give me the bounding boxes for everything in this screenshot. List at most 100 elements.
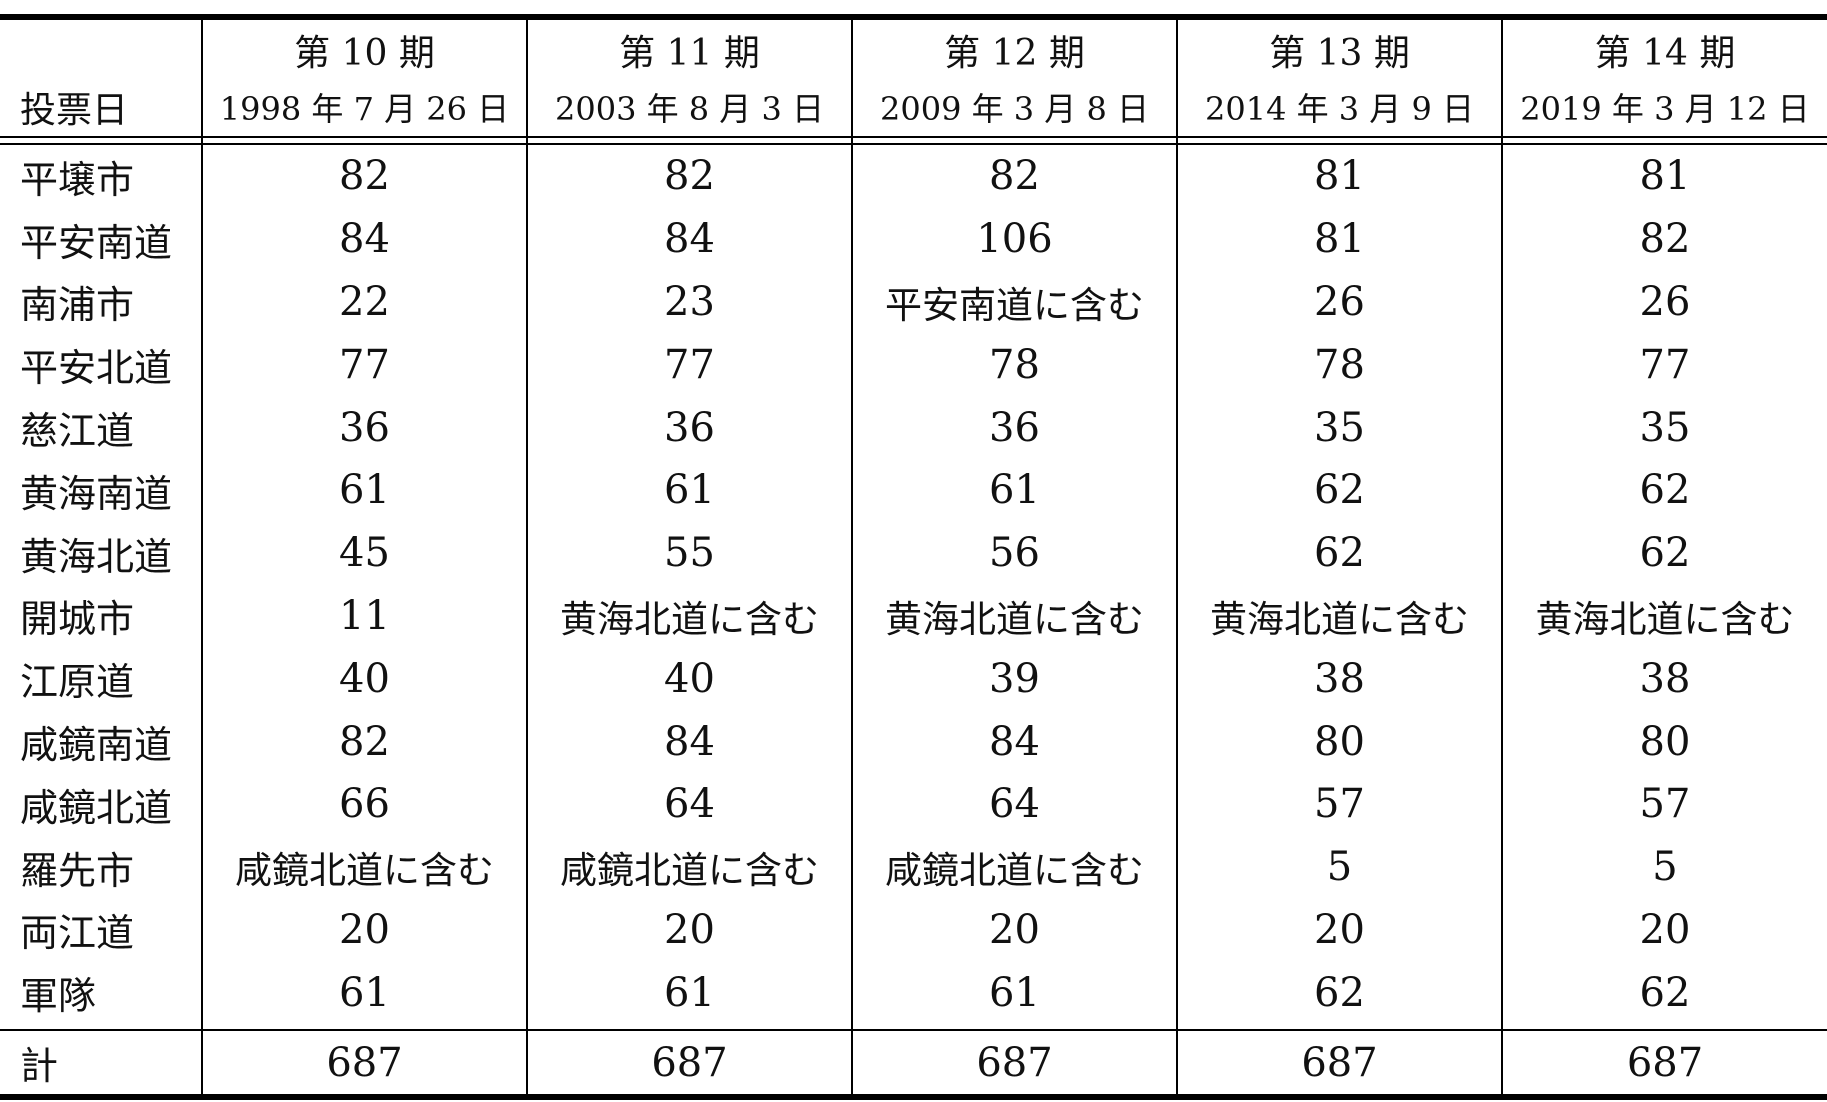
region-name: 平安北道	[20, 346, 173, 391]
seat-count-cell: 35	[1501, 396, 1827, 459]
seat-count-cell: 80	[1501, 710, 1827, 773]
total-cell: 687	[1176, 1030, 1502, 1098]
seat-count-cell: 26	[1501, 270, 1827, 334]
seat-count-cell: 84	[201, 207, 527, 271]
header-rule	[0, 137, 1827, 145]
region-name: 咸鏡北道	[20, 785, 173, 830]
seat-count-cell: 20	[526, 898, 852, 962]
seat-count-cell: 40	[201, 647, 527, 711]
table-row: 黄海南道 61 61 61 62 62	[0, 458, 1827, 522]
seat-count-cell: 咸鏡北道に含む	[201, 835, 527, 899]
seat-count-cell: 62	[1501, 521, 1827, 585]
seat-count-cell: 平安南道に含む	[851, 270, 1177, 334]
region-name: 江原道	[20, 660, 135, 705]
seat-count-cell: 81	[1176, 144, 1502, 208]
election-date: 2003 年 8 月 3 日	[526, 78, 852, 138]
seat-count-cell: 78	[1176, 333, 1502, 397]
term-header: 第 14 期	[1501, 17, 1827, 78]
seat-count-cell: 61	[851, 961, 1177, 1025]
seat-count-cell: 80	[1176, 710, 1502, 773]
seat-count-cell: 35	[1176, 396, 1502, 459]
seat-count-cell: 78	[851, 333, 1177, 397]
seat-count-cell: 45	[201, 521, 527, 585]
seat-count-cell: 26	[1176, 270, 1502, 334]
term-header: 第 12 期	[851, 17, 1177, 78]
table-row: 江原道 40 40 39 38 38	[0, 647, 1827, 711]
header-corner	[0, 17, 202, 78]
seat-count-cell: 77	[526, 333, 852, 397]
seat-count-cell: 57	[1176, 772, 1502, 836]
seat-count-cell: 62	[1176, 961, 1502, 1025]
region-name: 黄海北道	[20, 534, 173, 579]
seat-count-cell: 81	[1501, 144, 1827, 208]
seat-count-cell: 81	[1176, 207, 1502, 271]
seat-count-cell: 咸鏡北道に含む	[851, 835, 1177, 899]
table-row: 黄海北道 45 55 56 62 62	[0, 521, 1827, 585]
table-header: 第 10 期 第 11 期 第 12 期 第 13 期 第 14 期 投票日 1…	[0, 17, 1827, 145]
seat-count-cell: 23	[526, 270, 852, 334]
table-row: 開城市 11 黄海北道に含む 黄海北道に含む 黄海北道に含む 黄海北道に含む	[0, 584, 1827, 648]
election-date: 2014 年 3 月 9 日	[1176, 78, 1502, 138]
region-name: 羅先市	[20, 848, 135, 893]
election-date: 2019 年 3 月 12 日	[1501, 78, 1827, 138]
seat-count-cell: 咸鏡北道に含む	[526, 835, 852, 899]
seat-count-cell: 40	[526, 647, 852, 711]
table-row: 咸鏡南道 82 84 84 80 80	[0, 710, 1827, 773]
header-row-terms: 第 10 期 第 11 期 第 12 期 第 13 期 第 14 期	[0, 17, 1827, 78]
table-row: 平安南道 84 84 106 81 82	[0, 207, 1827, 271]
seat-count-cell: 82	[1501, 207, 1827, 271]
seat-count-cell: 36	[851, 396, 1177, 459]
seat-count-cell: 黄海北道に含む	[1176, 584, 1502, 648]
seat-count-cell: 64	[851, 772, 1177, 836]
region-name: 両江道	[20, 911, 135, 956]
seat-count-cell: 5	[1176, 835, 1502, 899]
table-body: 平壌市 82 82 82 81 81 平安南道 84 84 106 81 82 南浦市 22 23 平安南道に…	[0, 144, 1827, 1025]
seat-count-cell: 黄海北道に含む	[851, 584, 1177, 648]
seat-count-cell: 20	[201, 898, 527, 962]
region-name: 咸鏡南道	[20, 723, 173, 768]
term-header: 第 10 期	[201, 17, 527, 78]
region-name: 平壌市	[20, 157, 135, 202]
table-row: 平壌市 82 82 82 81 81	[0, 144, 1827, 208]
seat-count-cell: 61	[201, 458, 527, 522]
seat-count-cell: 64	[526, 772, 852, 836]
seat-count-cell: 61	[526, 458, 852, 522]
seat-count-cell: 黄海北道に含む	[526, 584, 852, 648]
table-footer: 計 687 687 687 687 687	[0, 1024, 1827, 1098]
seat-count-cell: 66	[201, 772, 527, 836]
seat-count-cell: 20	[1501, 898, 1827, 962]
total-cell: 687	[201, 1030, 527, 1098]
region-name: 慈江道	[20, 409, 135, 454]
seat-count-cell: 5	[1501, 835, 1827, 899]
total-rule	[0, 1024, 1827, 1032]
seat-count-cell: 20	[1176, 898, 1502, 962]
region-name: 黄海南道	[20, 471, 173, 516]
seat-count-cell: 57	[1501, 772, 1827, 836]
seat-count-cell: 22	[201, 270, 527, 334]
table-row: 両江道 20 20 20 20 20	[0, 898, 1827, 962]
seat-count-cell: 62	[1176, 521, 1502, 585]
seat-count-cell: 55	[526, 521, 852, 585]
election-date: 2009 年 3 月 8 日	[851, 78, 1177, 138]
term-header: 第 11 期	[526, 17, 852, 78]
seat-allocation-table: 第 10 期 第 11 期 第 12 期 第 13 期 第 14 期 投票日 1…	[0, 14, 1827, 1101]
seat-count-cell: 38	[1176, 647, 1502, 711]
seat-count-cell: 82	[851, 144, 1177, 208]
region-name: 開城市	[20, 597, 135, 642]
row-header-label: 投票日	[0, 78, 202, 138]
header-row-dates: 投票日 1998 年 7 月 26 日 2003 年 8 月 3 日 2009 …	[0, 78, 1827, 138]
seat-count-cell: 62	[1176, 458, 1502, 522]
table-row: 南浦市 22 23 平安南道に含む 26 26	[0, 270, 1827, 334]
seat-count-cell: 36	[201, 396, 527, 459]
seat-count-cell: 61	[201, 961, 527, 1025]
total-label: 計	[20, 1044, 59, 1089]
seat-count-cell: 77	[1501, 333, 1827, 397]
seat-count-cell: 82	[201, 144, 527, 208]
seat-count-cell: 黄海北道に含む	[1501, 584, 1827, 648]
total-cell: 687	[526, 1030, 852, 1098]
seat-count-cell: 82	[201, 710, 527, 773]
seat-count-cell: 20	[851, 898, 1177, 962]
total-cell: 687	[1501, 1030, 1827, 1098]
seat-count-cell: 38	[1501, 647, 1827, 711]
region-name: 軍隊	[20, 974, 97, 1019]
